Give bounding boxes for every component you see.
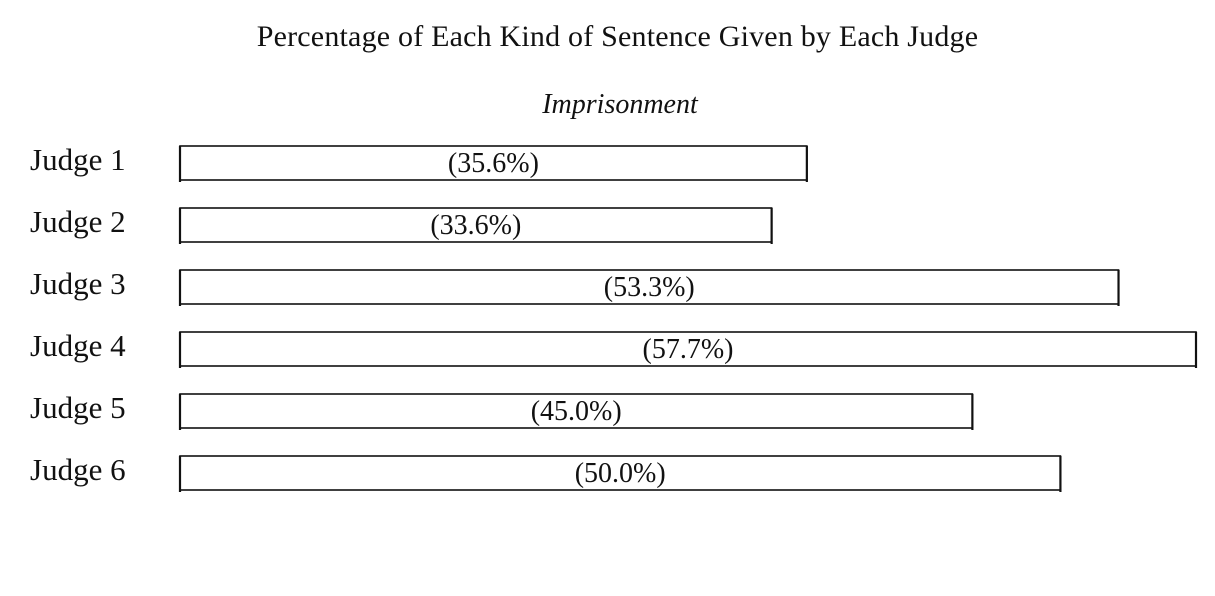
data-label: (57.7%) — [643, 334, 734, 365]
data-label: (53.3%) — [604, 272, 695, 303]
bar — [179, 207, 773, 243]
bar — [179, 331, 1197, 367]
bar — [179, 145, 808, 181]
data-label: (35.6%) — [448, 148, 539, 179]
category-label: Judge 6 — [30, 452, 126, 487]
data-label: (50.0%) — [575, 458, 666, 489]
category-label: Judge 3 — [30, 266, 126, 301]
chart-title: Percentage of Each Kind of Sentence Give… — [256, 20, 979, 53]
data-label: (45.0%) — [531, 396, 622, 427]
category-label: Judge 1 — [30, 142, 126, 177]
chart-subtitle: Imprisonment — [542, 89, 698, 120]
category-labels: Judge 1 Judge 2 Judge 3 Judge 4 Judge 5 Judge… — [30, 142, 126, 487]
value-labels: (35.6%) (33.6%) (53.3%) (57.7%) (45.0%) (50.0… — [430, 148, 733, 489]
category-label: Judge 5 — [30, 390, 126, 425]
category-label: Judge 2 — [30, 204, 126, 239]
data-label: (33.6%) — [430, 210, 521, 241]
bars — [178, 145, 1198, 492]
category-label: Judge 4 — [30, 328, 126, 363]
